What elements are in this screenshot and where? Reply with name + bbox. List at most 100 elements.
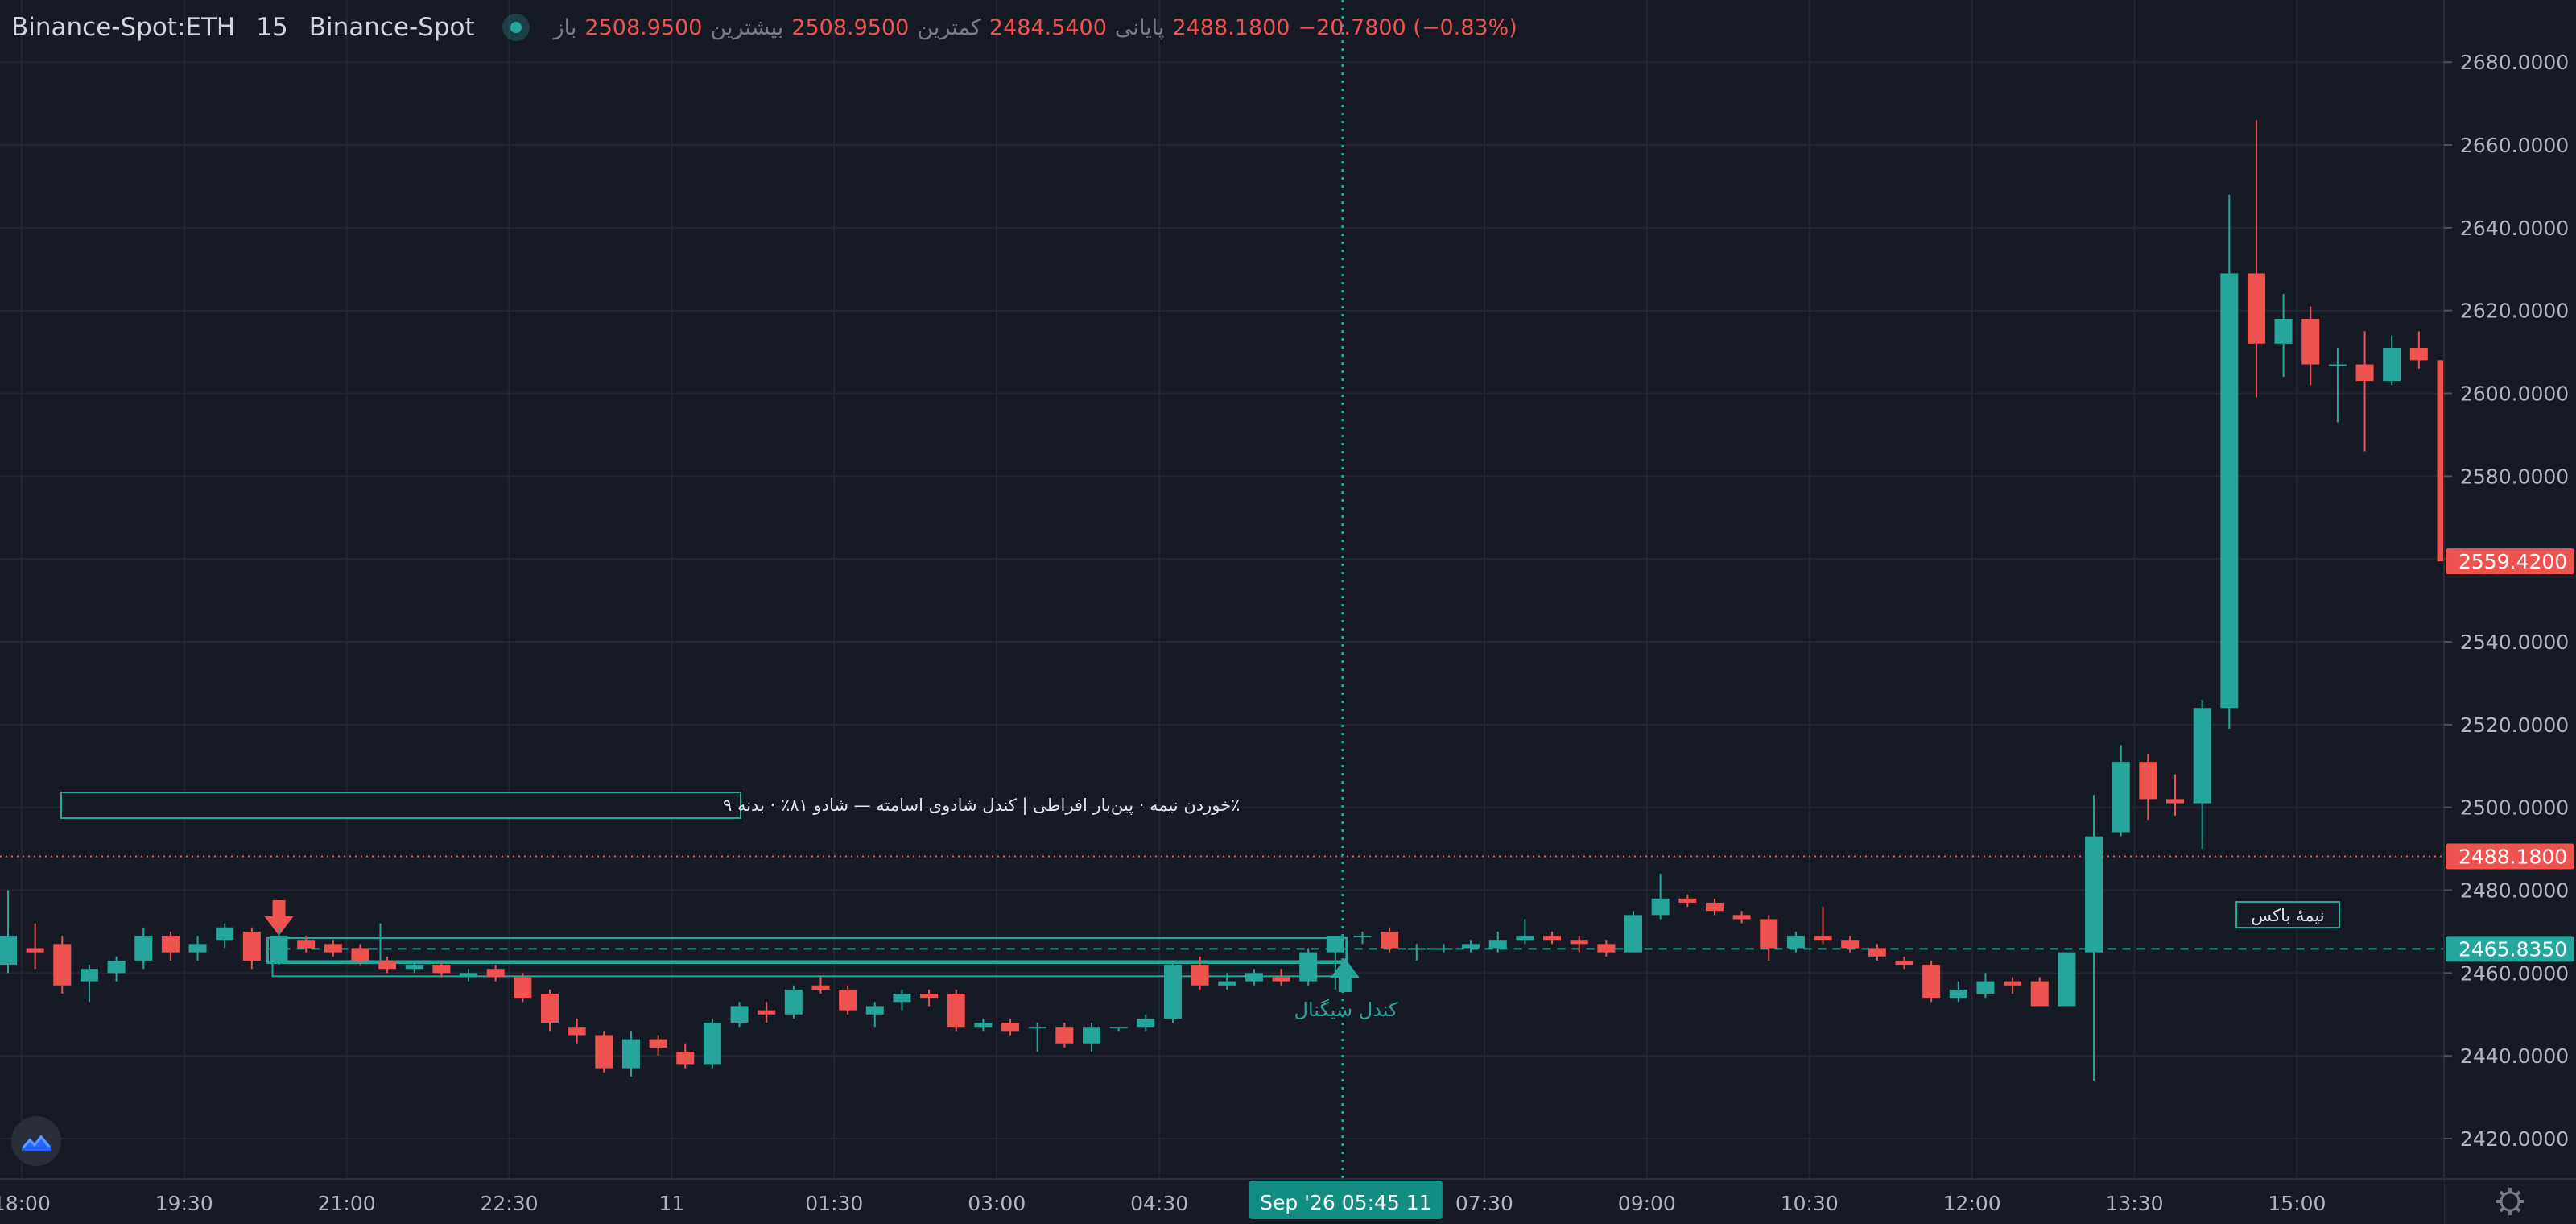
candle[interactable] (270, 927, 288, 966)
candle[interactable] (1516, 919, 1534, 945)
candle[interactable] (26, 923, 44, 970)
pattern-label-box[interactable] (60, 792, 741, 819)
candle[interactable] (839, 985, 857, 1015)
candle[interactable] (1218, 973, 1236, 990)
price-label-tag[interactable] (2446, 843, 2574, 870)
candle[interactable] (1597, 940, 1616, 957)
candle[interactable] (1381, 927, 1399, 953)
candle[interactable] (2139, 753, 2157, 821)
candle[interactable] (188, 936, 207, 961)
market-status-icon[interactable] (502, 14, 530, 41)
candle[interactable] (107, 956, 126, 982)
symbol-name[interactable]: Binance-Spot:ETH (11, 13, 236, 42)
candle[interactable] (2193, 700, 2211, 850)
candle[interactable] (161, 931, 180, 961)
candle[interactable] (1083, 1023, 1100, 1052)
price-label-tag[interactable] (2446, 548, 2574, 575)
time-axis[interactable]: 18:00 19:30 21:00 22:30 11 01:30 03:00 04:30 07:… (0, 1178, 2576, 1224)
candle[interactable] (1109, 1027, 1128, 1032)
crosshair-time-tag[interactable] (1249, 1181, 1443, 1219)
candle[interactable] (1272, 969, 1290, 986)
candle[interactable] (1462, 940, 1480, 953)
candle[interactable] (2247, 120, 2265, 398)
candle[interactable] (2328, 347, 2347, 423)
candle[interactable] (1624, 911, 1642, 953)
candle[interactable] (2112, 745, 2130, 837)
price-label-tag[interactable] (2446, 936, 2574, 962)
candle[interactable] (1868, 944, 1886, 961)
candle[interactable] (460, 969, 478, 982)
buy-arrow-icon[interactable] (1330, 958, 1360, 992)
candle[interactable] (541, 989, 559, 1032)
candle[interactable] (1435, 944, 1453, 953)
candle[interactable] (1922, 960, 1941, 1003)
candle[interactable] (1407, 944, 1426, 961)
candle[interactable] (1488, 931, 1507, 953)
consolidation-box[interactable] (266, 937, 1348, 964)
candle[interactable] (676, 1043, 695, 1069)
candle[interactable] (2058, 952, 2076, 1007)
sell-arrow-icon[interactable] (264, 900, 294, 936)
candle[interactable] (1705, 898, 1724, 916)
candle[interactable] (758, 1002, 776, 1023)
candle[interactable] (2030, 977, 2049, 1007)
price-scale[interactable]: 2420.0000 2440.0000 2460.0000 2480.0000 2500… (2443, 0, 2576, 1224)
candle[interactable] (53, 936, 72, 994)
timeframe[interactable]: 15 (256, 13, 288, 42)
settings-gear-icon[interactable] (2496, 1188, 2524, 1215)
candle[interactable] (2166, 774, 2184, 816)
candle[interactable] (242, 927, 261, 970)
candle[interactable] (974, 1018, 993, 1032)
candle[interactable] (134, 927, 153, 970)
candle[interactable] (1651, 873, 1670, 920)
candle[interactable] (2220, 194, 2239, 729)
candle[interactable] (1732, 911, 1751, 924)
candle[interactable] (811, 977, 830, 994)
candle[interactable] (1137, 1014, 1155, 1032)
candle[interactable] (216, 923, 234, 949)
candle[interactable] (80, 965, 98, 1003)
tradingview-logo-icon[interactable] (11, 1116, 61, 1166)
candle[interactable] (621, 1031, 640, 1077)
candle[interactable] (514, 973, 532, 1003)
candle[interactable] (920, 989, 939, 1007)
candle[interactable] (1028, 1023, 1046, 1052)
candle[interactable] (1760, 915, 1778, 961)
candle[interactable] (297, 936, 316, 953)
candle[interactable] (1055, 1023, 1074, 1048)
candle[interactable] (568, 1018, 586, 1044)
candle[interactable] (2085, 795, 2103, 1081)
candle[interactable] (1814, 907, 1832, 945)
price-scale-panel[interactable] (2444, 0, 2576, 1224)
candle[interactable] (1326, 936, 1344, 990)
candle[interactable] (1299, 948, 1318, 986)
candle[interactable] (405, 960, 423, 974)
candle[interactable] (703, 1018, 721, 1069)
candle[interactable] (351, 944, 369, 966)
candle[interactable] (1786, 931, 1805, 953)
candle[interactable] (432, 960, 451, 978)
time-axis-panel[interactable] (0, 1179, 2444, 1224)
candle[interactable] (1163, 960, 1182, 1023)
candle[interactable] (947, 989, 965, 1032)
candle[interactable] (1949, 981, 1967, 1003)
candle[interactable] (1245, 969, 1263, 986)
box-mid-label-box[interactable] (2235, 901, 2340, 928)
candle[interactable] (1976, 973, 1995, 999)
candle[interactable] (324, 940, 342, 957)
candle[interactable] (1678, 894, 1697, 908)
candle[interactable] (1895, 956, 1913, 970)
candle[interactable] (2274, 294, 2293, 377)
candle[interactable] (2355, 331, 2374, 452)
candle[interactable] (486, 965, 505, 982)
candle[interactable] (1841, 936, 1860, 953)
candle[interactable] (730, 1002, 749, 1028)
candle[interactable] (784, 985, 803, 1019)
candle[interactable] (2409, 331, 2428, 369)
candle[interactable] (2004, 977, 2022, 994)
candle[interactable] (893, 989, 911, 1011)
candle[interactable] (865, 1002, 884, 1028)
candle[interactable] (649, 1035, 667, 1057)
candle[interactable] (1353, 931, 1372, 945)
